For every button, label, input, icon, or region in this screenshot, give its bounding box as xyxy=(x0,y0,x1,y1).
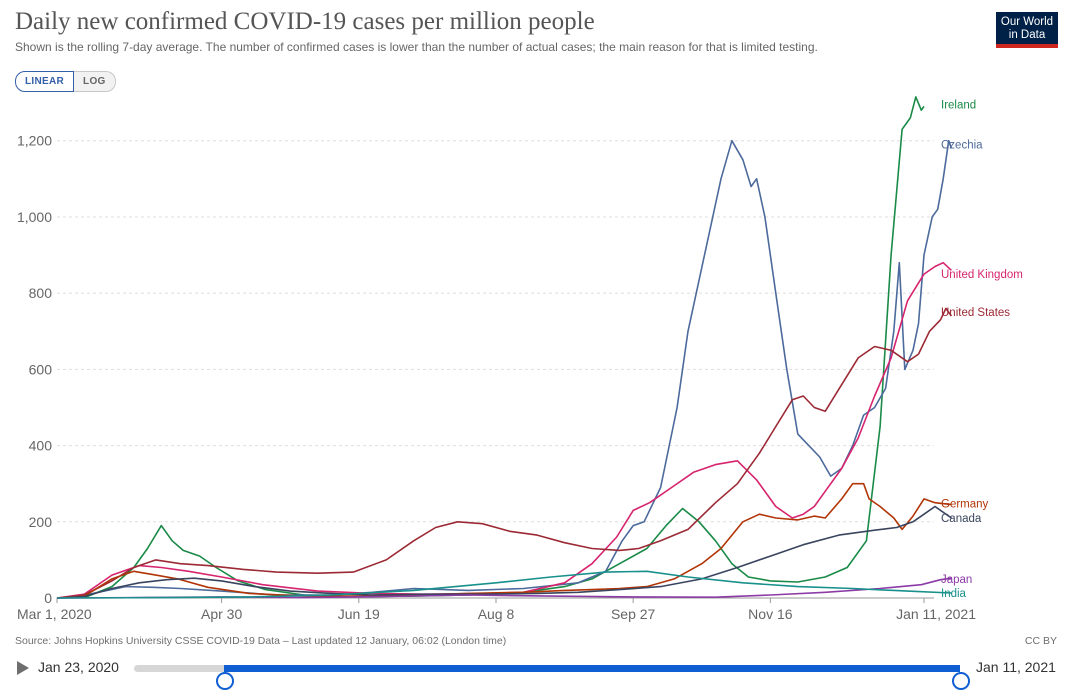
series-label-india: India xyxy=(941,588,967,600)
logo-line-2: in Data xyxy=(1008,29,1046,41)
series-line-india xyxy=(56,570,952,599)
series-line-germany xyxy=(56,482,952,599)
source-note: Source: Johns Hopkins University CSSE CO… xyxy=(15,635,507,647)
timeline-end-handle[interactable] xyxy=(952,672,970,690)
series-label-japan: Japan xyxy=(941,574,972,586)
timeline-start-handle[interactable] xyxy=(216,672,235,690)
series-line-united-states xyxy=(56,307,953,599)
series-label-united-states: United States xyxy=(941,307,1010,319)
y-tick-label: 1,000 xyxy=(17,209,52,225)
linear-scale-button[interactable]: LINEAR xyxy=(15,71,75,92)
series-line-united-kingdom xyxy=(56,261,952,599)
y-tick-label: 0 xyxy=(44,590,52,606)
x-tick-label: Sep 27 xyxy=(611,606,656,622)
chart-title: Daily new confirmed COVID-19 cases per m… xyxy=(15,8,595,35)
play-icon[interactable] xyxy=(17,661,29,675)
timeline-track[interactable] xyxy=(134,665,970,690)
scale-toggle[interactable]: LINEAR LOG xyxy=(15,71,116,92)
timeline-selected-range xyxy=(224,665,960,672)
logo-line-1: Our World xyxy=(1000,16,1054,28)
y-tick-label: 600 xyxy=(29,361,53,377)
series-label-czechia: Czechia xyxy=(941,140,983,152)
x-tick-label: Mar 1, 2020 xyxy=(17,606,92,622)
license-link[interactable]: CC BY xyxy=(1024,635,1057,647)
series-label-ireland: Ireland xyxy=(941,100,976,112)
timeline-start-date: Jan 23, 2020 xyxy=(38,659,119,675)
x-tick-label: Jun 19 xyxy=(338,606,380,622)
owid-logo[interactable]: Our World in Data xyxy=(996,12,1058,48)
log-scale-button[interactable]: LOG xyxy=(74,71,116,92)
series-label-canada: Canada xyxy=(941,513,982,525)
y-tick-label: 400 xyxy=(29,438,53,454)
series-label-united-kingdom: United Kingdom xyxy=(941,269,1023,281)
x-tick-label: Nov 16 xyxy=(748,606,793,622)
x-tick-label: Apr 30 xyxy=(201,606,242,622)
y-tick-label: 800 xyxy=(29,285,53,301)
chart-subtitle: Shown is the rolling 7-day average. The … xyxy=(15,40,818,54)
line-chart: 0 200 400 600 800 1,000 1,200 Mar 1, 2020 Apr 30… xyxy=(17,96,1023,622)
timeline: Jan 23, 2020 Jan 11, 2021 xyxy=(0,652,1072,690)
series-line-ireland xyxy=(56,96,925,599)
series-line-canada xyxy=(56,505,952,599)
y-tick-label: 200 xyxy=(29,514,53,530)
x-tick-label: Aug 8 xyxy=(478,606,515,622)
y-tick-label: 1,200 xyxy=(17,133,52,149)
series-label-germany: Germany xyxy=(941,498,989,510)
timeline-end-date: Jan 11, 2021 xyxy=(976,659,1056,675)
x-tick-label: Jan 11, 2021 xyxy=(896,606,976,622)
